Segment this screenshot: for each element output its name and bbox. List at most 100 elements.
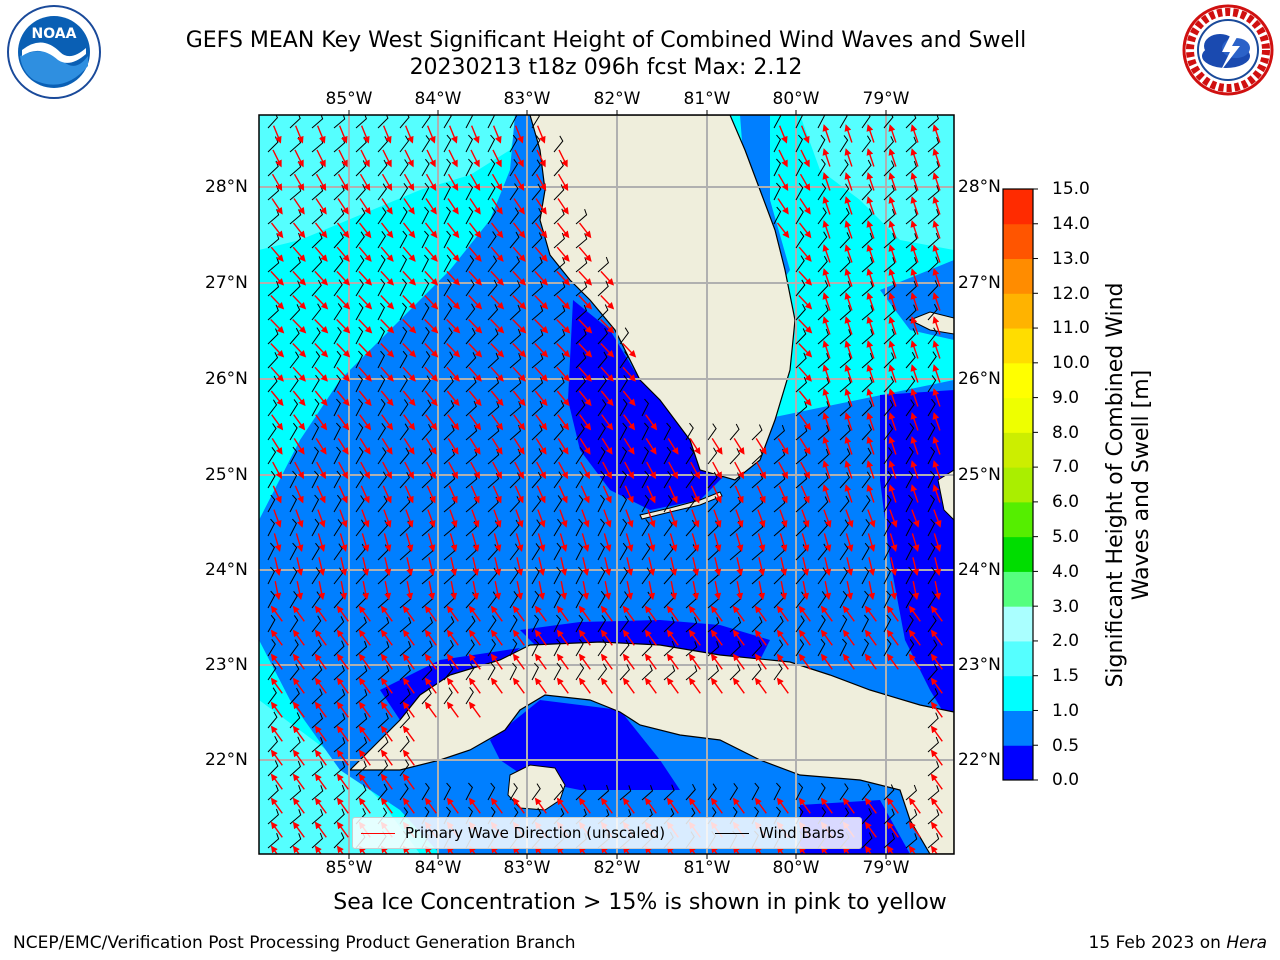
wave-arrow (910, 412, 919, 431)
wave-arrow (292, 366, 306, 382)
wave-arrow (757, 533, 766, 552)
wind-barb (399, 326, 408, 345)
wave-arrow (446, 629, 459, 646)
wave-arrow (491, 414, 504, 431)
wind-barb (311, 518, 320, 537)
wave-arrow (424, 605, 437, 622)
wind-barb (861, 808, 872, 825)
wind-barb (377, 617, 390, 633)
lat-tick-right: 28°N (958, 177, 1001, 197)
wave-arrow (556, 246, 570, 262)
wind-barb (861, 376, 873, 393)
wave-arrow (380, 797, 393, 814)
wind-barb (377, 712, 389, 729)
wave-arrow (270, 246, 284, 262)
wind-barb (663, 422, 672, 441)
wave-arrow (645, 414, 658, 431)
lon-tick-bottom: 85°W (325, 858, 373, 878)
wind-barb (267, 494, 276, 513)
wave-arrow (490, 295, 505, 310)
wind-barb (905, 784, 917, 801)
wave-arrow (556, 390, 570, 407)
wind-barb (927, 446, 936, 465)
wind-barb (839, 638, 848, 657)
wind-barb (597, 256, 609, 273)
wave-arrow (427, 509, 436, 528)
wave-arrow (358, 677, 371, 694)
wind-barb (399, 230, 408, 249)
footer-date-text: 15 Feb 2023 on (1088, 933, 1227, 953)
wind-barb (311, 327, 321, 345)
wave-arrow (822, 412, 831, 431)
sea-ice-note-text: Sea Ice Concentration > 15% is shown in … (333, 890, 947, 915)
wave-arrow (669, 533, 678, 552)
wave-arrow (932, 316, 941, 335)
wind-barb (927, 470, 936, 489)
wave-arrow (292, 246, 306, 262)
wave-arrow (910, 196, 919, 215)
wave-arrow (604, 581, 612, 601)
wave-arrow (490, 390, 504, 407)
wave-arrow (272, 125, 282, 144)
wave-arrow (448, 485, 458, 504)
wave-arrow (446, 605, 459, 622)
wind-barb (487, 615, 497, 633)
map-frame (258, 114, 955, 855)
wave-arrow (293, 414, 306, 431)
wind-barb (817, 638, 826, 657)
wind-barb (883, 494, 892, 513)
wave-arrow (556, 222, 570, 239)
wind-barb (289, 639, 299, 657)
wind-barb (883, 352, 895, 369)
wave-arrow (780, 557, 788, 577)
wave-arrow (270, 270, 285, 286)
wind-barb (487, 304, 499, 321)
wave-arrow (600, 797, 613, 814)
wind-barb (839, 305, 852, 321)
wave-arrow (358, 725, 371, 742)
footer-credit: NCEP/EMC/Verification Post Processing Pr… (13, 933, 576, 953)
wave-arrow (710, 797, 723, 814)
wave-arrow (358, 605, 371, 622)
wave-arrow (491, 198, 503, 215)
wave-arrow (405, 509, 414, 528)
wave-arrow (866, 244, 875, 263)
wave-arrow (362, 557, 370, 577)
wave-arrow (822, 148, 831, 167)
wind-barb (443, 303, 453, 321)
wave-arrow (314, 222, 328, 239)
wave-arrow (446, 270, 461, 286)
wind-barb (575, 447, 585, 465)
colorbar-segment (1003, 328, 1033, 364)
wave-arrow (490, 677, 503, 694)
wave-arrow (932, 412, 941, 431)
wave-arrow (358, 343, 373, 358)
wave-arrow (622, 845, 630, 854)
wind-barb (839, 783, 849, 801)
wind-barb (465, 158, 474, 177)
wave-arrow (690, 461, 700, 480)
wave-arrow (337, 198, 349, 215)
wave-arrow (536, 461, 546, 480)
wind-barb (905, 446, 914, 465)
wind-barb (267, 711, 278, 729)
wave-arrow (512, 390, 526, 407)
wave-arrow (581, 509, 590, 528)
wave-arrow (512, 605, 525, 622)
wind-barb (377, 641, 390, 657)
wave-arrow (908, 629, 921, 646)
wind-barb (597, 494, 606, 513)
wave-arrow (888, 220, 897, 239)
wave-arrow (490, 246, 504, 262)
wind-barb (597, 304, 609, 321)
wind-barb (289, 712, 301, 729)
wind-barb (861, 638, 870, 657)
wave-arrow (822, 388, 831, 407)
wind-barb (333, 664, 345, 681)
wave-arrow (822, 244, 831, 263)
wind-barb (553, 135, 564, 153)
wave-arrow (600, 270, 615, 286)
wave-arrow (468, 319, 483, 334)
wind-barb (553, 614, 562, 633)
wave-arrow (578, 653, 591, 670)
